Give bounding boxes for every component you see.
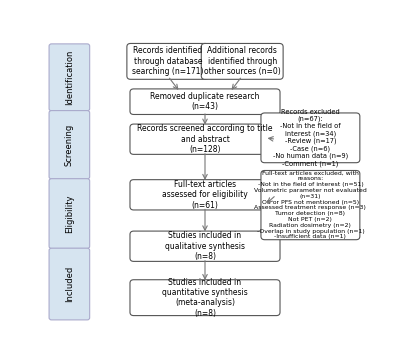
- Text: Records screened according to title
and abstract
(n=128): Records screened according to title and …: [137, 124, 273, 154]
- FancyBboxPatch shape: [261, 113, 360, 163]
- Text: Identification: Identification: [65, 50, 74, 105]
- Text: Full-text articles excluded, with
reasons:
-Not in the field of interest (n=51)
: Full-text articles excluded, with reason…: [254, 171, 367, 239]
- Text: Studies included in
qualitative synthesis
(n=8): Studies included in qualitative synthesi…: [165, 231, 245, 261]
- Text: Screening: Screening: [65, 124, 74, 166]
- FancyBboxPatch shape: [130, 180, 280, 210]
- Text: Studies included in
quantitative synthesis
(meta-analysis)
(n=8): Studies included in quantitative synthes…: [162, 278, 248, 318]
- Text: Included: Included: [65, 266, 74, 302]
- FancyBboxPatch shape: [261, 170, 360, 240]
- FancyBboxPatch shape: [49, 248, 90, 320]
- FancyBboxPatch shape: [130, 280, 280, 316]
- FancyBboxPatch shape: [130, 231, 280, 261]
- FancyBboxPatch shape: [49, 179, 90, 248]
- Text: Full-text articles
assessed for eligibility
(n=61): Full-text articles assessed for eligibil…: [162, 180, 248, 210]
- FancyBboxPatch shape: [130, 124, 280, 155]
- FancyBboxPatch shape: [49, 110, 90, 179]
- FancyBboxPatch shape: [49, 44, 90, 111]
- Text: Eligibility: Eligibility: [65, 194, 74, 233]
- FancyBboxPatch shape: [201, 43, 283, 79]
- Text: Records identified
through database
searching (n=171): Records identified through database sear…: [132, 47, 204, 76]
- FancyBboxPatch shape: [127, 43, 209, 79]
- Text: Removed duplicate research
(n=43): Removed duplicate research (n=43): [150, 92, 260, 112]
- FancyBboxPatch shape: [130, 89, 280, 114]
- Text: Additional records
identified through
other sources (n=0): Additional records identified through ot…: [204, 47, 280, 76]
- Text: Records excluded
(n=67):
-Not in the field of
interest (n=34)
-Review (n=17)
-Ca: Records excluded (n=67): -Not in the fie…: [273, 109, 348, 167]
